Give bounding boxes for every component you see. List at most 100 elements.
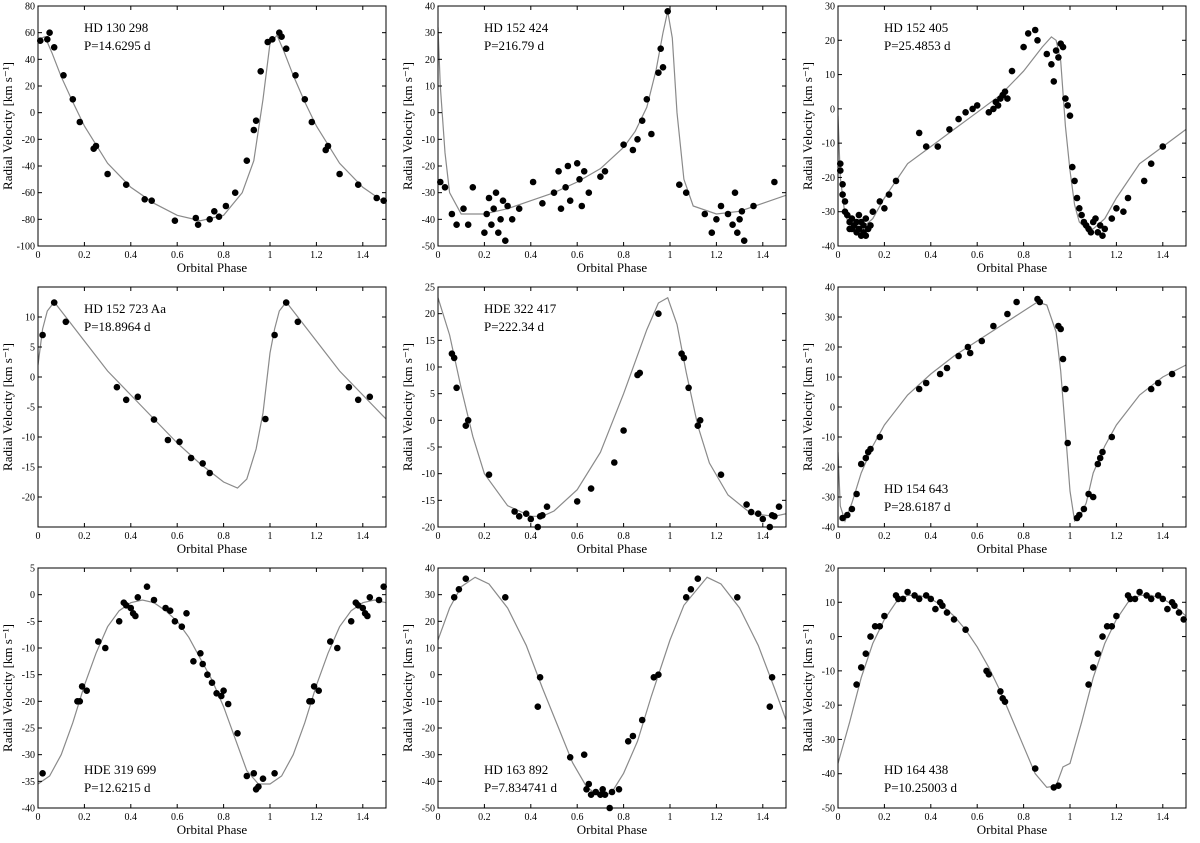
data-point [638, 117, 646, 124]
data-point [962, 109, 969, 116]
y-tick-label: -30 [422, 750, 435, 761]
data-point [460, 205, 467, 212]
y-tick-label: 10 [425, 644, 435, 655]
data-point [583, 786, 590, 793]
data-point [1127, 595, 1134, 603]
data-point [171, 217, 179, 224]
y-axis-label: Radial Velocity [km s⁻¹] [400, 624, 415, 752]
data-point [955, 352, 962, 360]
y-tick-label: -10 [22, 433, 35, 444]
chart-svg: 0 0.2 0.4 0.6 0.8 1 1.2 1.4 -40 -35 -30 -25 -20 -15 -1… [0, 564, 388, 837]
data-point [837, 160, 844, 167]
x-tick-label: 1 [1068, 812, 1073, 823]
fit-curve [438, 296, 786, 517]
y-tick-label: -5 [27, 403, 35, 414]
data-point [224, 700, 232, 708]
y-tick-label: -40 [22, 162, 35, 173]
data-point [1076, 205, 1083, 212]
y-tick-label: 60 [25, 28, 35, 39]
data-point [134, 594, 142, 601]
data-point [1031, 26, 1039, 34]
y-tick-label: -20 [822, 173, 835, 184]
y-axis-label: Radial Velocity [km s⁻¹] [0, 62, 15, 190]
data-point [839, 181, 846, 188]
data-point [206, 469, 213, 477]
data-point [1147, 160, 1155, 167]
data-point [973, 102, 981, 109]
data-point [1103, 623, 1111, 630]
data-point [1064, 439, 1071, 447]
data-point [729, 221, 736, 228]
x-tick-label: 1 [668, 250, 673, 261]
data-point [327, 638, 334, 645]
fit-curve [38, 34, 386, 222]
data-point [1062, 95, 1069, 102]
data-point [453, 384, 460, 392]
plot-frame [37, 5, 387, 247]
data-point [657, 45, 664, 52]
data-point [78, 683, 86, 690]
x-tick-label: 0.4 [925, 812, 938, 823]
y-tick-label: -50 [822, 804, 835, 815]
data-point [564, 162, 572, 170]
data-point [176, 438, 183, 446]
data-point [869, 208, 877, 215]
data-point [750, 202, 757, 210]
plot-frame [837, 567, 1187, 809]
data-point [495, 229, 502, 236]
data-point [997, 688, 1004, 695]
chart-panel-6: 0 0.2 0.4 0.6 0.8 1 1.2 1.4 -40 -30 -20 -10 0 10 20 30 4… [800, 281, 1200, 562]
data-point [76, 698, 84, 705]
data-point [469, 184, 477, 191]
data-point [310, 683, 318, 690]
data-point [220, 687, 227, 694]
data-point [1004, 95, 1011, 102]
data-point [364, 612, 371, 620]
y-tick-label: 15 [425, 336, 435, 347]
data-point [504, 202, 511, 210]
data-point [199, 660, 206, 668]
data-point [127, 604, 135, 612]
y-tick-label: 40 [425, 2, 435, 13]
data-point [867, 633, 874, 640]
data-point [771, 178, 778, 186]
x-tick-label: 1.2 [710, 812, 723, 823]
data-point [250, 126, 258, 134]
y-tick-label: -40 [822, 242, 835, 253]
data-point [262, 415, 269, 423]
data-point [462, 575, 470, 582]
data-point [1057, 325, 1064, 333]
data-point [885, 191, 893, 198]
x-tick-label: 0.2 [78, 250, 91, 261]
data-point [694, 422, 702, 429]
y-tick-label: -20 [422, 162, 435, 173]
data-point [1136, 588, 1143, 596]
chart-panel-3: 0 0.2 0.4 0.6 0.8 1 1.2 1.4 -40 -30 -20 -10 0 10 20 30 O… [800, 0, 1200, 281]
y-axis-label: Radial Velocity [km s⁻¹] [400, 343, 415, 471]
data-point [122, 181, 130, 188]
y-tick-label: 20 [825, 36, 835, 47]
data-point [766, 703, 774, 710]
period-label: P=14.6295 d [84, 38, 151, 53]
data-point [740, 237, 748, 244]
x-tick-label: 0 [36, 250, 41, 261]
data-point [754, 510, 762, 517]
data-point [441, 184, 449, 191]
data-point [978, 337, 986, 345]
x-tick-label: 0.2 [878, 812, 891, 823]
data-point [222, 202, 230, 210]
data-point [336, 170, 343, 178]
data-point [437, 178, 444, 186]
x-axis-label: Orbital Phase [977, 541, 1048, 556]
data-point [682, 189, 690, 196]
data-point [366, 594, 374, 601]
data-point [724, 210, 732, 218]
data-point [1080, 505, 1088, 513]
x-tick-label: 0.8 [1017, 250, 1030, 261]
data-point [69, 96, 77, 103]
x-tick-label: 1.2 [310, 531, 323, 542]
y-tick-label: -50 [422, 804, 435, 815]
data-point [292, 72, 299, 79]
data-point [462, 422, 470, 429]
y-tick-label: -10 [822, 666, 835, 677]
